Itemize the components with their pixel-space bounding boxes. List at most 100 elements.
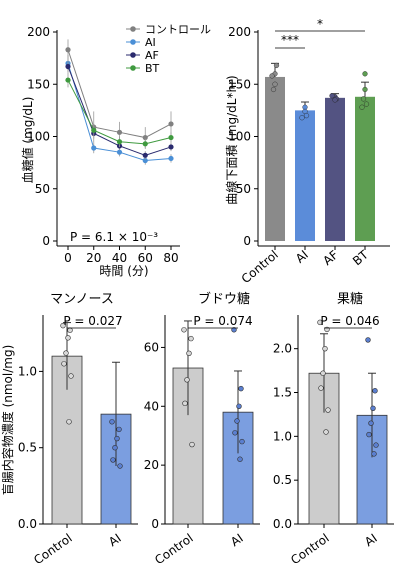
data-point	[325, 407, 331, 413]
bar-Control	[265, 76, 285, 241]
pvalue-label: P = 0.046	[320, 314, 379, 328]
y-tick-label: 50	[35, 182, 50, 196]
legend-marker	[130, 65, 136, 71]
data-point	[370, 405, 376, 411]
y-tick-label: 0.0	[273, 517, 292, 531]
x-tick-label: 80	[163, 251, 178, 265]
y-tick-label: 40	[144, 399, 159, 413]
x-tick-label: Control	[152, 531, 196, 567]
y-tick-label: 60	[144, 340, 159, 354]
fructose-bar-chart: 果糖 0.0 0.5 1.0 1.5 2.0 Control AI P = 0.046	[273, 291, 394, 567]
y-tick-label: 200	[27, 25, 50, 39]
x-tick-label: AF	[320, 248, 341, 269]
x-tick-label: 20	[86, 251, 101, 265]
data-point	[320, 370, 326, 376]
data-point	[269, 73, 275, 79]
legend-label: コントロール	[145, 23, 211, 36]
panel-title: ブドウ糖	[198, 291, 250, 307]
data-point	[329, 93, 335, 99]
data-point	[65, 77, 71, 83]
data-point	[362, 71, 368, 77]
y-tick-label: 50	[236, 182, 251, 196]
data-point	[365, 337, 371, 343]
x-tick-label: AI	[293, 248, 311, 266]
data-point	[186, 350, 192, 357]
data-point	[359, 104, 365, 110]
data-point	[299, 115, 305, 121]
y-tick-label: 0	[42, 234, 50, 248]
legend-label: BT	[145, 62, 160, 75]
y-axis-label: 盲腸内容物濃度 (nmol/mg)	[0, 345, 15, 496]
data-point	[63, 350, 69, 356]
glucose-line-chart: 血糖値 (mg/dL) 時間 (分) P = 6.1 × 10⁻³ コントロール…	[20, 23, 211, 278]
glucose-bar-chart: ブドウ糖 0 20 40 60 Control AI P = 0.074	[144, 291, 260, 567]
data-point	[65, 47, 71, 53]
y-tick-label: 200	[228, 25, 251, 39]
data-point	[91, 127, 97, 133]
significance-label: *	[317, 17, 323, 31]
significance-label: ***	[281, 33, 299, 47]
y-axis-label: 曲線下面積 (mg/dL*hr)	[224, 75, 239, 204]
legend-marker	[130, 26, 136, 32]
data-point	[65, 63, 71, 70]
data-point	[168, 155, 174, 162]
data-point	[116, 149, 123, 155]
series-BT	[65, 72, 174, 150]
data-point	[189, 441, 195, 448]
data-point	[60, 322, 66, 329]
data-point	[112, 445, 118, 451]
auc-bar-chart: 曲線下面積 (mg/dL*hr) 0 50 100 150 200 Control AI AF…	[224, 17, 390, 286]
legend-label: AF	[145, 49, 159, 62]
y-tick-label: 1.5	[273, 386, 292, 400]
data-point	[116, 129, 123, 135]
x-tick-label: Control	[239, 248, 281, 287]
p-value-annotation: P = 6.1 × 10⁻³	[70, 230, 158, 244]
data-point	[371, 451, 377, 457]
data-point	[65, 335, 71, 341]
data-point	[110, 457, 116, 463]
y-tick-label: 150	[228, 77, 251, 91]
data-point	[66, 419, 72, 425]
data-point	[188, 335, 194, 342]
pvalue-label: P = 0.074	[193, 314, 252, 328]
data-point	[317, 319, 323, 326]
data-point	[142, 152, 148, 158]
data-point	[116, 426, 122, 433]
data-point	[168, 134, 174, 141]
data-point	[114, 435, 120, 442]
y-tick-label: 150	[27, 77, 50, 91]
x-tick-label: Control	[288, 531, 332, 567]
y-tick-label: 2.0	[273, 342, 292, 356]
data-point	[68, 373, 74, 379]
data-point	[239, 438, 245, 445]
data-point	[234, 418, 240, 424]
x-tick-label: AI	[362, 531, 380, 549]
y-tick-label: 1.0	[18, 364, 37, 378]
y-axis-label: 血糖値 (mg/dL)	[20, 97, 35, 184]
data-point	[184, 377, 190, 383]
data-point	[109, 419, 115, 425]
data-point	[373, 442, 379, 448]
y-tick-label: 0.0	[18, 517, 37, 531]
data-point	[360, 96, 367, 102]
data-point	[302, 108, 308, 115]
data-point	[232, 430, 238, 436]
data-point	[231, 327, 237, 333]
bar-AF	[325, 97, 345, 242]
legend-label: AI	[145, 36, 156, 49]
x-tick-label: AI	[106, 531, 124, 549]
series-AI	[65, 54, 174, 165]
data-point	[273, 62, 280, 69]
data-point	[237, 456, 243, 462]
data-point	[368, 420, 374, 426]
data-point	[238, 385, 244, 392]
y-tick-label: 20	[144, 458, 159, 472]
data-point	[372, 388, 378, 394]
data-point	[142, 141, 148, 147]
panel-title: マンノース	[50, 292, 114, 307]
bar-AI	[295, 110, 315, 241]
data-point	[362, 86, 368, 93]
x-tick-label: 40	[112, 251, 127, 265]
